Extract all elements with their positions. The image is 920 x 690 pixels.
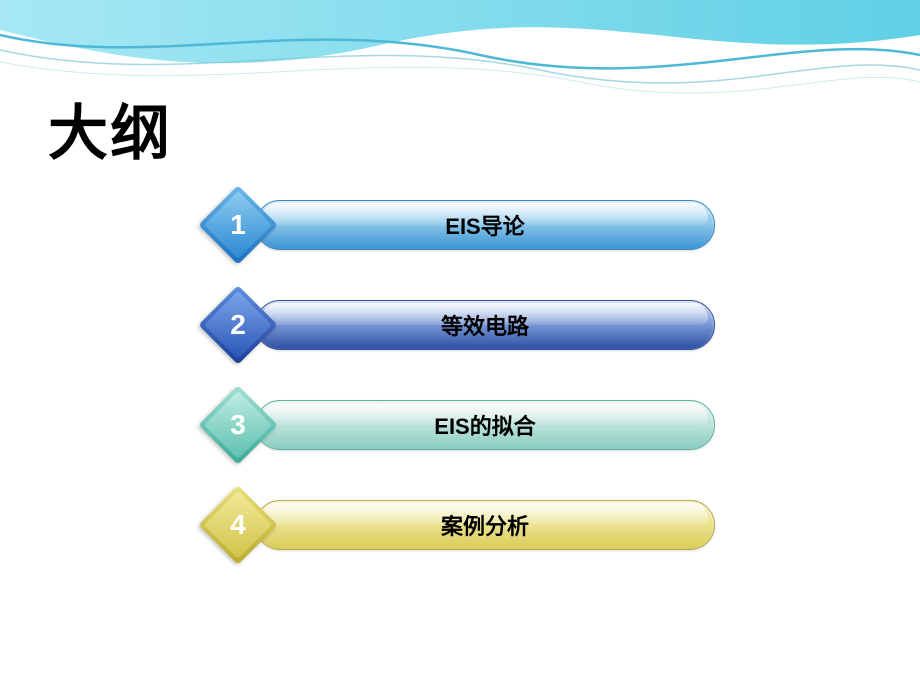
item-number-diamond: 1 [198,185,277,264]
outline-item-2: 等效电路 2 [210,275,730,375]
outline-item-4: 案例分析 4 [210,475,730,575]
item-label: EIS导论 [445,209,524,241]
item-number: 1 [210,197,266,253]
item-number: 2 [210,297,266,353]
item-label: EIS的拟合 [434,409,535,441]
slide-title: 大纲 [48,85,172,172]
item-number: 3 [210,397,266,453]
item-number-diamond: 4 [198,485,277,564]
item-number: 4 [210,497,266,553]
item-label: 等效电路 [441,309,529,341]
outline-item-3: EIS的拟合 3 [210,375,730,475]
item-bar: 案例分析 [255,500,715,550]
item-label: 案例分析 [441,509,529,541]
item-bar: 等效电路 [255,300,715,350]
item-number-diamond: 3 [198,385,277,464]
item-bar: EIS的拟合 [255,400,715,450]
outline-list: EIS导论 1 等效电路 2 EIS的拟合 3 案例分析 4 [210,175,730,575]
item-bar: EIS导论 [255,200,715,250]
outline-item-1: EIS导论 1 [210,175,730,275]
item-number-diamond: 2 [198,285,277,364]
